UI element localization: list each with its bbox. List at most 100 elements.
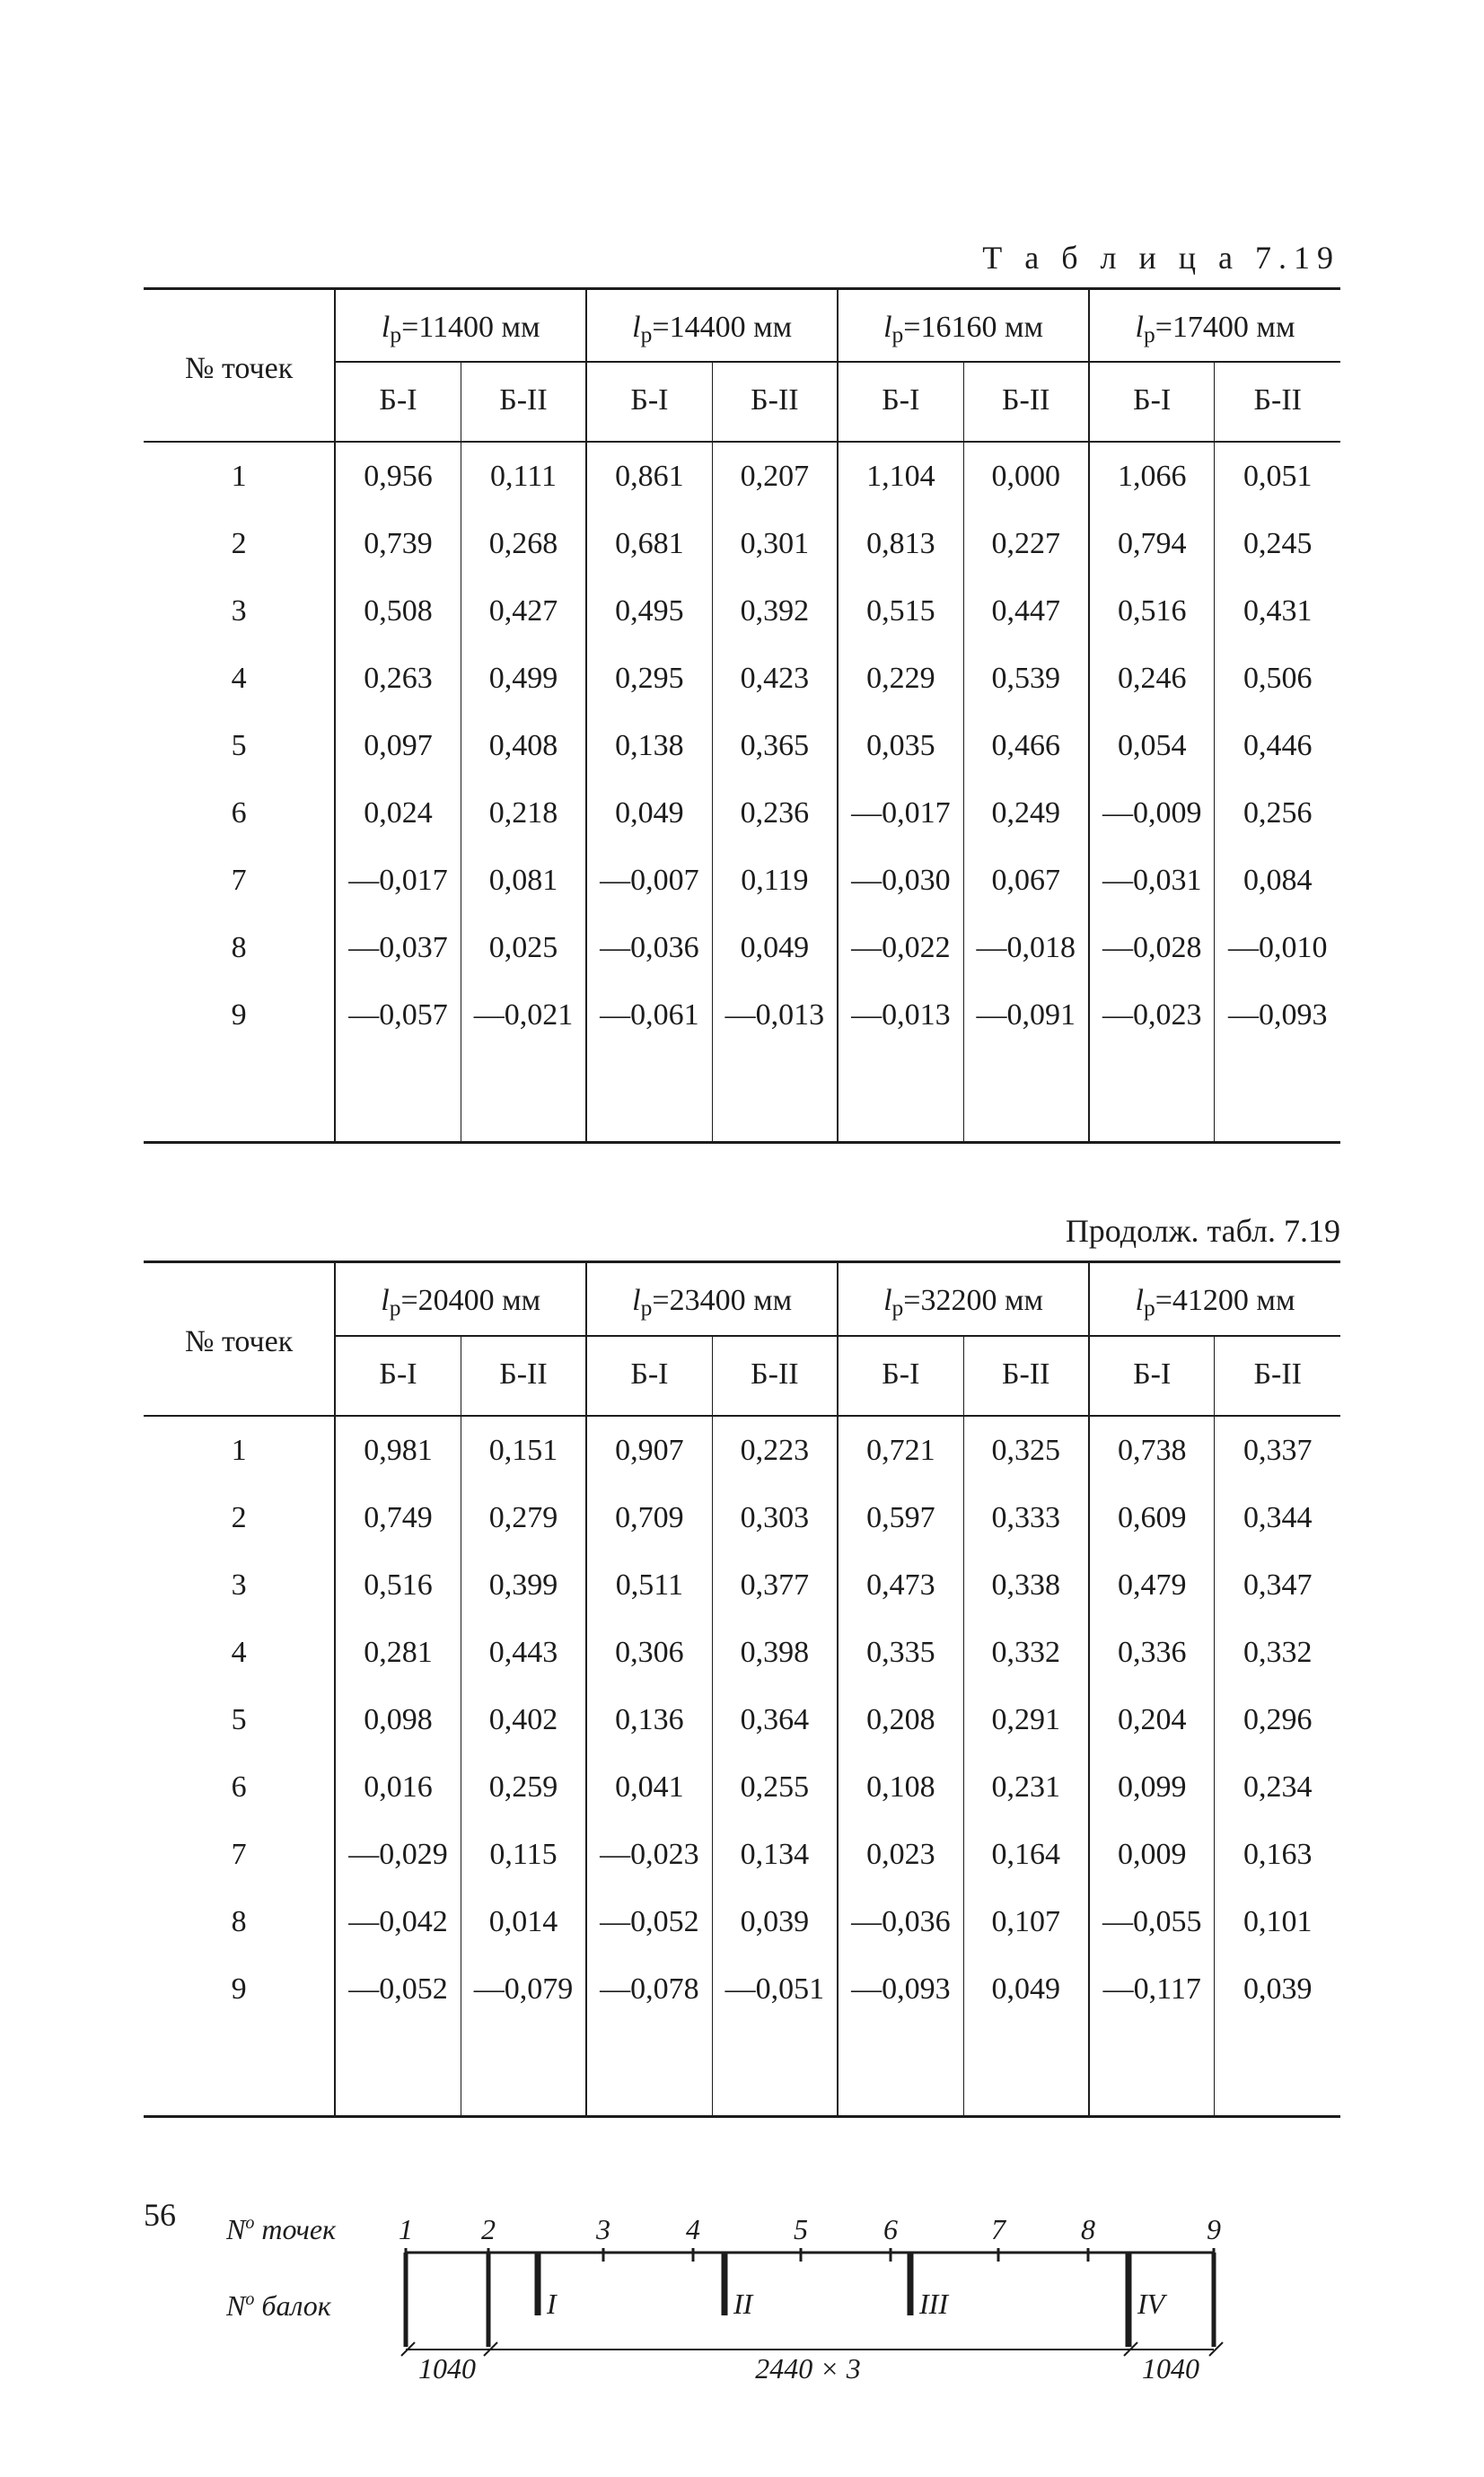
cell: 0,721	[838, 1416, 963, 1484]
cell: 0,163	[1215, 1821, 1340, 1888]
cell: 0,035	[838, 712, 963, 779]
table1-sub-1b: Б-II	[712, 362, 838, 442]
cell: 0,333	[963, 1484, 1089, 1551]
table-row: 9—0,052—0,079—0,078—0,051—0,0930,049—0,1…	[144, 1955, 1340, 2023]
cell: 0,229	[838, 645, 963, 712]
svg-text:I: I	[546, 2288, 558, 2320]
cell: 0,023	[838, 1821, 963, 1888]
cell: 0,014	[461, 1888, 586, 1955]
cell: 0,108	[838, 1753, 963, 1821]
cell: —0,022	[838, 914, 963, 981]
table-row: 40,2810,4430,3060,3980,3350,3320,3360,33…	[144, 1619, 1340, 1686]
cell: 0,039	[1215, 1955, 1340, 2023]
cell: 0,101	[1215, 1888, 1340, 1955]
cell: —0,029	[335, 1821, 461, 1888]
cell: 0,446	[1215, 712, 1340, 779]
cell: 0,338	[963, 1551, 1089, 1619]
cell: 0,956	[335, 442, 461, 510]
svg-text:4: 4	[686, 2213, 700, 2245]
svg-text:3: 3	[595, 2213, 610, 2245]
svg-text:2: 2	[481, 2213, 496, 2245]
cell: —0,013	[838, 981, 963, 1049]
cell: —0,030	[838, 847, 963, 914]
table1-rowhdr: № точек	[144, 289, 335, 443]
table-row: 60,0160,2590,0410,2550,1080,2310,0990,23…	[144, 1753, 1340, 1821]
svg-text:5: 5	[794, 2213, 808, 2245]
cell: 0,466	[963, 712, 1089, 779]
beam-diagram: No точек No балок	[144, 2199, 1340, 2405]
cell: 0,245	[1215, 510, 1340, 577]
cell: 0,332	[963, 1619, 1089, 1686]
row-label: 8	[144, 1888, 335, 1955]
cell: 0,427	[461, 577, 586, 645]
cell: 0,681	[586, 510, 712, 577]
cell: 0,231	[963, 1753, 1089, 1821]
cell: 0,511	[586, 1551, 712, 1619]
cell: 0,291	[963, 1686, 1089, 1753]
cell: 0,907	[586, 1416, 712, 1484]
table2-grp-2: lр=32200 мм	[838, 1262, 1089, 1336]
cell: 0,024	[335, 779, 461, 847]
cell: 0,516	[335, 1551, 461, 1619]
table2: № точек lр=20400 мм lр=23400 мм lр=32200…	[144, 1260, 1340, 2117]
cell: —0,018	[963, 914, 1089, 981]
svg-text:1: 1	[399, 2213, 413, 2245]
table-row: 9—0,057—0,021—0,061—0,013—0,013—0,091—0,…	[144, 981, 1340, 1049]
cell: 0,049	[963, 1955, 1089, 2023]
cell: 0,259	[461, 1753, 586, 1821]
cell: 0,303	[712, 1484, 838, 1551]
cell: 0,227	[963, 510, 1089, 577]
cell: —0,052	[586, 1888, 712, 1955]
row-label: 4	[144, 645, 335, 712]
svg-text:III: III	[918, 2288, 949, 2320]
cell: 0,236	[712, 779, 838, 847]
cell: 0,097	[335, 712, 461, 779]
cell: —0,078	[586, 1955, 712, 2023]
cell: 0,495	[586, 577, 712, 645]
row-label: 2	[144, 1484, 335, 1551]
svg-text:2440 × 3: 2440 × 3	[755, 2352, 861, 2385]
cell: 0,279	[461, 1484, 586, 1551]
diagram-label-beams: No балок	[226, 2289, 332, 2322]
row-label: 5	[144, 1686, 335, 1753]
cell: 1,066	[1089, 442, 1215, 510]
cell: 0,084	[1215, 847, 1340, 914]
table1-grp-0: lр=11400 мм	[335, 289, 586, 363]
row-label: 7	[144, 847, 335, 914]
cell: —0,031	[1089, 847, 1215, 914]
cell: 0,516	[1089, 577, 1215, 645]
row-label: 2	[144, 510, 335, 577]
row-label: 1	[144, 1416, 335, 1484]
cell: 0,136	[586, 1686, 712, 1753]
cell: —0,052	[335, 1955, 461, 2023]
cell: 0,506	[1215, 645, 1340, 712]
cell: 0,431	[1215, 577, 1340, 645]
cell: 0,473	[838, 1551, 963, 1619]
cell: 0,107	[963, 1888, 1089, 1955]
table1-grp-2: lр=16160 мм	[838, 289, 1089, 363]
cell: 0,365	[712, 712, 838, 779]
cell: 0,255	[712, 1753, 838, 1821]
cell: 0,423	[712, 645, 838, 712]
table-row: 30,5080,4270,4950,3920,5150,4470,5160,43…	[144, 577, 1340, 645]
cell: 0,447	[963, 577, 1089, 645]
cell: 0,119	[712, 847, 838, 914]
row-label: 1	[144, 442, 335, 510]
row-label: 6	[144, 779, 335, 847]
cell: 0,098	[335, 1686, 461, 1753]
diagram-label-points: No точек	[226, 2213, 337, 2245]
row-label: 8	[144, 914, 335, 981]
table1-sub-0a: Б-I	[335, 362, 461, 442]
cell: —0,079	[461, 1955, 586, 2023]
cell: 0,408	[461, 712, 586, 779]
cell: 0,134	[712, 1821, 838, 1888]
svg-text:9: 9	[1207, 2213, 1221, 2245]
cell: 0,204	[1089, 1686, 1215, 1753]
row-label: 3	[144, 1551, 335, 1619]
cell: —0,028	[1089, 914, 1215, 981]
row-label: 9	[144, 981, 335, 1049]
cell: 0,099	[1089, 1753, 1215, 1821]
table2-sub-0b: Б-II	[461, 1336, 586, 1416]
table2-sub-0a: Б-I	[335, 1336, 461, 1416]
cell: 0,479	[1089, 1551, 1215, 1619]
